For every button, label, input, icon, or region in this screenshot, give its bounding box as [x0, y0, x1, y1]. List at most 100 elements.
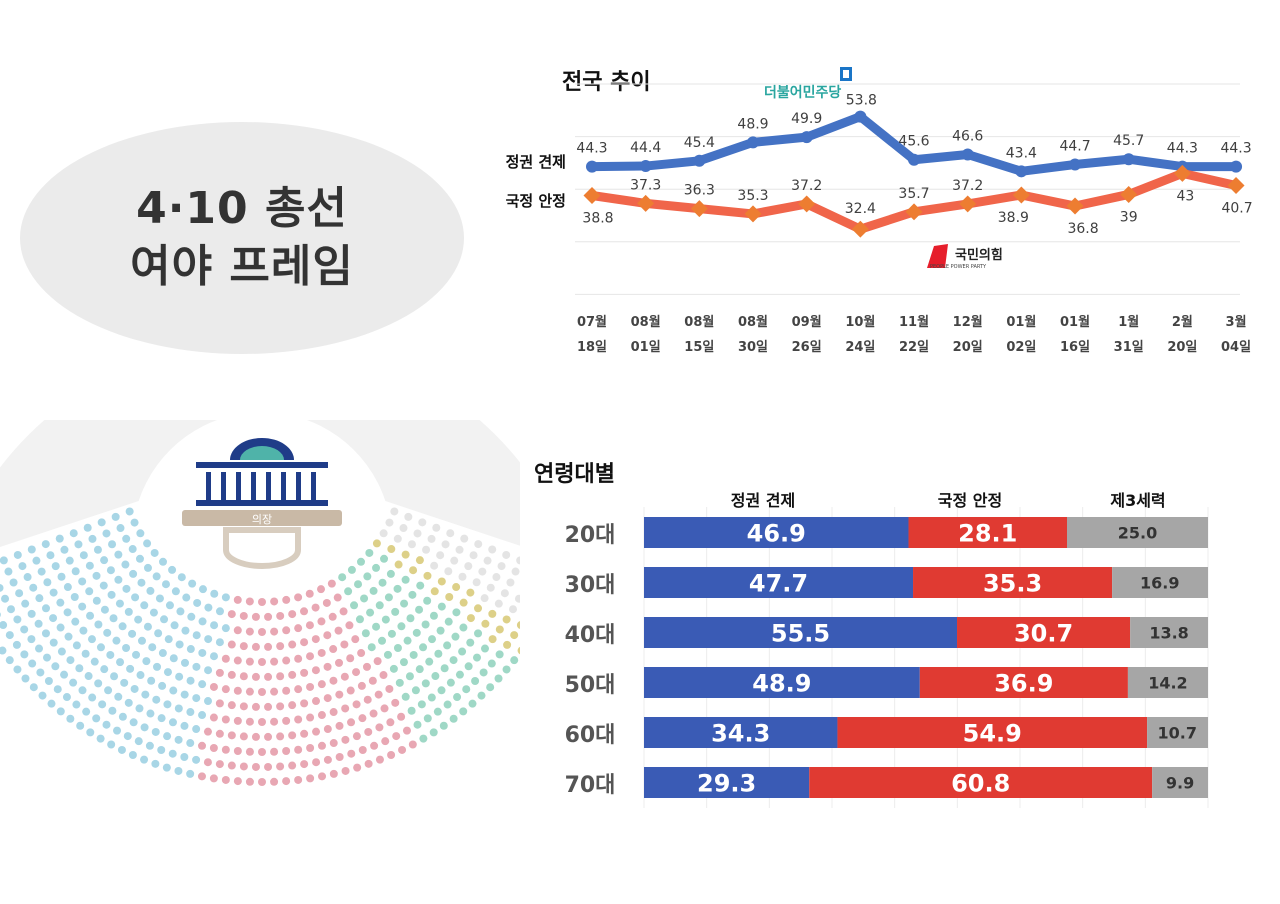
seat	[466, 588, 475, 597]
seat	[233, 777, 242, 786]
seat	[181, 626, 190, 635]
seat	[41, 540, 50, 549]
seat	[433, 707, 442, 716]
seat	[0, 556, 8, 565]
seat	[300, 729, 309, 738]
seat	[13, 615, 22, 624]
seat	[421, 620, 430, 629]
seat	[221, 685, 230, 694]
seat	[474, 629, 483, 638]
seat	[288, 731, 297, 740]
data-label: 36.3	[684, 183, 715, 199]
seat	[245, 687, 254, 696]
seat	[163, 732, 172, 741]
seat	[116, 524, 125, 533]
seat	[168, 718, 177, 727]
seat	[203, 727, 212, 736]
bar-label: 46.9	[747, 520, 806, 548]
seat	[276, 611, 285, 620]
seat	[157, 745, 166, 754]
seat	[451, 632, 460, 641]
seat	[480, 594, 489, 603]
seat	[329, 676, 338, 685]
seat	[75, 664, 84, 673]
seat	[28, 659, 37, 668]
seat	[146, 586, 155, 595]
seat	[158, 649, 167, 658]
seat	[174, 766, 183, 775]
seat	[38, 691, 47, 700]
seat	[198, 680, 207, 689]
series-label: 국정 안정	[506, 192, 566, 210]
seat	[381, 737, 390, 746]
seat	[276, 762, 285, 771]
seat	[406, 614, 415, 623]
seat	[227, 670, 236, 679]
seat	[479, 668, 488, 677]
bar-label: 28.1	[958, 520, 1017, 548]
seat	[86, 728, 95, 737]
seat	[251, 732, 260, 741]
seat	[53, 685, 62, 694]
seat	[492, 573, 501, 582]
seat	[20, 650, 29, 659]
seat	[29, 583, 38, 592]
seat	[487, 659, 496, 668]
seat	[157, 714, 166, 723]
seat	[270, 717, 279, 726]
seat	[431, 672, 440, 681]
seat	[90, 657, 99, 666]
data-label: 44.7	[1059, 138, 1090, 154]
seat	[357, 681, 366, 690]
seat	[43, 653, 52, 662]
seat	[192, 755, 201, 764]
seat	[341, 735, 350, 744]
seat	[399, 658, 408, 667]
seat	[130, 518, 139, 527]
bar-label: 9.9	[1166, 774, 1194, 793]
seat	[374, 690, 383, 699]
seat	[245, 627, 254, 636]
seat	[378, 578, 387, 587]
x-tick-label: 02일	[1006, 340, 1036, 355]
seat	[0, 583, 4, 592]
seat	[159, 557, 168, 566]
seat	[306, 713, 315, 722]
seat	[227, 610, 236, 619]
seat	[258, 688, 266, 696]
seat	[398, 745, 407, 754]
seat	[233, 716, 242, 725]
democratic-party-logo-icon	[843, 70, 849, 78]
legend-label: 제3세력	[1110, 491, 1165, 510]
seat	[104, 686, 113, 695]
seat	[394, 560, 403, 569]
seat	[488, 635, 497, 644]
seat	[215, 668, 224, 677]
seat	[393, 643, 402, 652]
bar-segment	[908, 517, 1067, 548]
data-point	[800, 131, 813, 144]
seat	[108, 540, 117, 549]
seat	[141, 690, 150, 699]
seat	[379, 529, 388, 538]
seat	[355, 615, 364, 624]
seat	[233, 626, 242, 635]
data-point	[744, 205, 762, 223]
seat	[150, 548, 159, 557]
seat	[168, 565, 177, 574]
seat	[12, 640, 21, 649]
seat	[264, 732, 273, 741]
seat	[452, 608, 461, 617]
seat	[37, 567, 46, 576]
seat	[466, 614, 475, 623]
seat	[69, 529, 78, 538]
seat	[305, 589, 314, 598]
data-label: 44.3	[1167, 141, 1198, 157]
seat	[366, 608, 375, 617]
seat	[393, 584, 402, 593]
data-label: 38.8	[582, 211, 613, 227]
line-chart: 07월 18일 08월 01일 08월 15일 08월 30일 09월 26일 10월 24일 11월 2…	[506, 67, 1253, 355]
seat	[210, 589, 219, 598]
seat	[486, 583, 495, 592]
seat	[57, 647, 66, 656]
